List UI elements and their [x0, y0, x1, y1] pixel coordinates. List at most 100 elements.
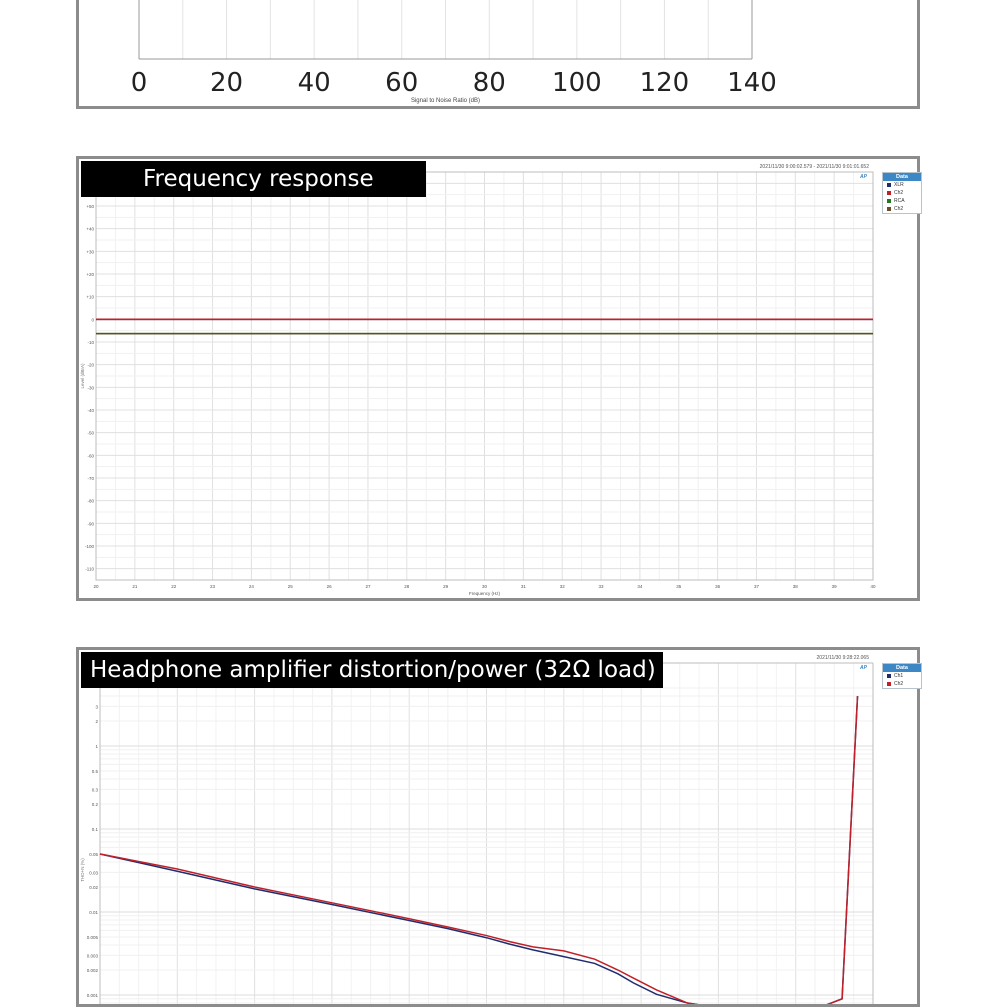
- x-tick-label: 24: [249, 584, 255, 589]
- frequency-response-panel: +60+50+40+30+20+100-10-20-30-40-50-60-70…: [76, 156, 922, 601]
- legend-item[interactable]: XLR: [883, 181, 921, 189]
- legend-label: Ch2: [894, 681, 904, 687]
- y-tick-label: 0.05: [89, 852, 98, 857]
- x-axis-label: Frequency (Hz): [469, 591, 501, 596]
- thd-legend[interactable]: Data Ch1 Ch2: [882, 663, 922, 689]
- x-tick-label: 27: [365, 584, 371, 589]
- y-tick-label: -50: [87, 431, 94, 436]
- y-tick-label: -20: [87, 363, 94, 368]
- x-tick-label: 22: [171, 584, 177, 589]
- y-tick-label: 0.005: [87, 935, 99, 940]
- y-tick-label: +50: [86, 204, 94, 209]
- y-tick-label: 3: [95, 704, 98, 709]
- x-tick-label: 0: [131, 68, 148, 98]
- y-tick-label: -80: [87, 499, 94, 504]
- x-tick-label: 40: [870, 584, 876, 589]
- y-tick-label: -30: [87, 385, 94, 390]
- legend-title: Data: [883, 664, 921, 672]
- y-tick-label: 0.2: [92, 802, 99, 807]
- y-tick-label: 0.01: [89, 910, 98, 915]
- frequency-response-title: Frequency response: [81, 161, 426, 197]
- x-tick-label: 30: [482, 584, 488, 589]
- y-tick-label: 0.001: [87, 993, 99, 998]
- thd-timestamp: 2021/11/30 9:28:22.065: [816, 655, 869, 661]
- x-tick-label: 23: [210, 584, 216, 589]
- x-tick-label: 60: [385, 68, 418, 98]
- x-tick-label: 38: [793, 584, 799, 589]
- y-tick-label: 1: [95, 744, 98, 749]
- x-tick-label: 34: [637, 584, 643, 589]
- y-tick-label: +10: [86, 295, 94, 300]
- series-line: [99, 695, 859, 1004]
- legend-swatch: [887, 207, 891, 211]
- fr-timestamp: 2021/11/30 9:00:02.579 - 2021/11/30 9:01…: [759, 164, 869, 170]
- plot-area-border: [95, 171, 874, 581]
- x-tick-label: 39: [832, 584, 838, 589]
- legend-swatch: [887, 199, 891, 203]
- x-tick-label: 36: [715, 584, 721, 589]
- legend-swatch: [887, 191, 891, 195]
- legend-item[interactable]: Ch1: [883, 672, 921, 680]
- x-tick-label: 35: [676, 584, 682, 589]
- x-tick-label: 29: [443, 584, 449, 589]
- legend-item[interactable]: RCA: [883, 197, 921, 205]
- legend-swatch: [887, 682, 891, 686]
- x-tick-label: 80: [473, 68, 506, 98]
- y-tick-label: -60: [87, 453, 94, 458]
- y-tick-label: 0.003: [87, 953, 99, 958]
- x-tick-label: 26: [327, 584, 333, 589]
- legend-item[interactable]: Ch2: [883, 189, 921, 197]
- legend-label: RCA: [894, 198, 905, 204]
- x-tick-label: 21: [132, 584, 138, 589]
- snr-chart: 0 20 40 60 80 100 120 140 Signal to Noise Ratio …: [131, 0, 777, 104]
- fr-legend[interactable]: Data XLR Ch2 RCA Ch2: [882, 172, 922, 214]
- distortion-power-title: Headphone amplifier distortion/power (32…: [81, 652, 663, 688]
- x-tick-label: 31: [521, 584, 527, 589]
- x-tick-label: 100: [552, 68, 602, 98]
- x-tick-label: 32: [560, 584, 566, 589]
- y-tick-label: 0.1: [92, 827, 99, 832]
- y-axis-label: Level (dBrA): [80, 363, 85, 389]
- y-tick-label: 0: [91, 317, 94, 322]
- y-tick-label: 0.02: [89, 885, 98, 890]
- x-tick-label: 20: [210, 68, 243, 98]
- x-tick-label: 120: [640, 68, 690, 98]
- y-tick-label: +20: [86, 272, 94, 277]
- ap-logo: AP: [860, 665, 867, 671]
- legend-label: XLR: [894, 182, 904, 188]
- x-tick-label: 33: [599, 584, 605, 589]
- x-tick-label: 37: [754, 584, 760, 589]
- y-tick-label: 0.5: [92, 769, 99, 774]
- y-tick-label: 0.002: [87, 968, 99, 973]
- legend-title: Data: [883, 173, 921, 181]
- y-tick-label: 0.03: [89, 870, 98, 875]
- y-tick-label: -40: [87, 408, 94, 413]
- legend-swatch: [887, 183, 891, 187]
- y-tick-label: 0.3: [92, 787, 99, 792]
- x-axis-label: Signal to Noise Ratio (dB): [411, 98, 480, 104]
- legend-item[interactable]: Ch2: [883, 205, 921, 213]
- x-tick-label: 25: [288, 584, 294, 589]
- x-tick-label: 20: [93, 584, 99, 589]
- y-axis-label: THD+N (%): [80, 858, 85, 882]
- y-tick-label: -100: [85, 544, 95, 549]
- legend-label: Ch1: [894, 673, 904, 679]
- distortion-power-panel: 3 2 1 0.5 0.3 0.2 0.1 0.05 0.03 0.02 0.01 0.005 0.00…: [76, 647, 922, 1007]
- legend-label: Ch2: [894, 190, 904, 196]
- x-tick-label: 40: [298, 68, 331, 98]
- y-tick-label: -70: [87, 476, 94, 481]
- legend-swatch: [887, 674, 891, 678]
- y-tick-label: +30: [86, 249, 94, 254]
- y-tick-label: 2: [95, 719, 98, 724]
- legend-label: Ch2: [894, 206, 904, 212]
- series-line: [99, 695, 859, 1004]
- distortion-power-chart: 3 2 1 0.5 0.3 0.2 0.1 0.05 0.03 0.02 0.01 0.005 0.00…: [80, 662, 874, 1004]
- ap-logo: AP: [860, 174, 867, 180]
- y-tick-label: -110: [85, 567, 94, 572]
- frequency-response-chart: +60+50+40+30+20+100-10-20-30-40-50-60-70…: [80, 171, 876, 596]
- snr-chart-panel: 0 20 40 60 80 100 120 140 Signal to Noise Ratio …: [76, 0, 920, 109]
- x-tick-label: 140: [727, 68, 777, 98]
- y-tick-label: +40: [86, 227, 94, 232]
- y-tick-label: -10: [87, 340, 94, 345]
- legend-item[interactable]: Ch2: [883, 680, 921, 688]
